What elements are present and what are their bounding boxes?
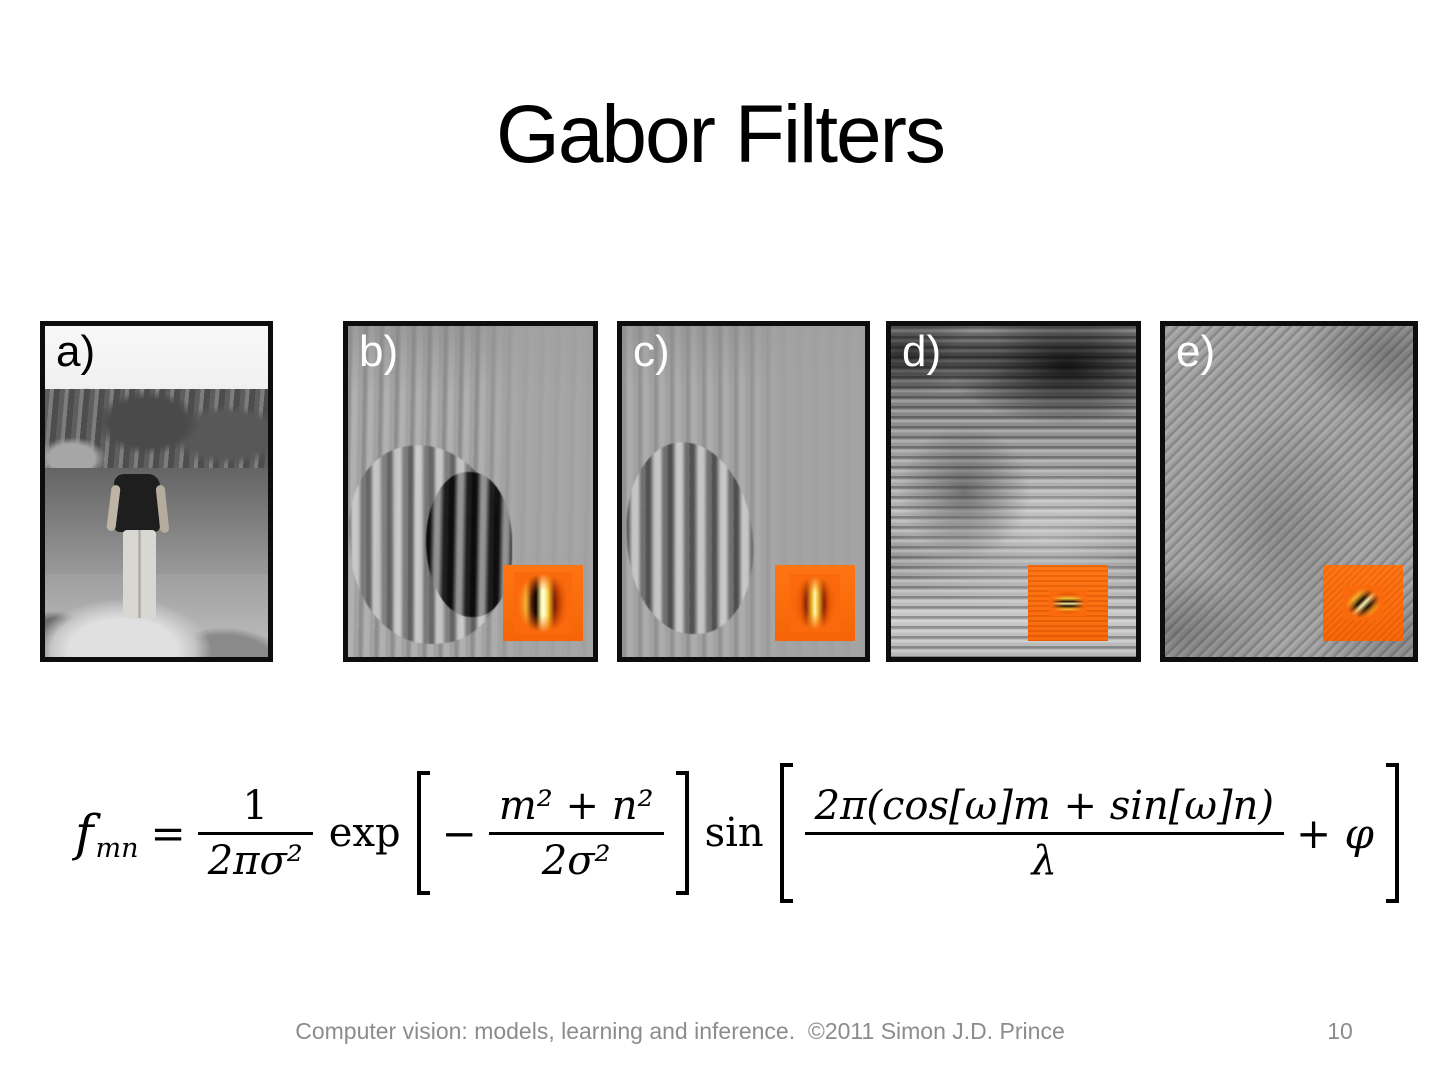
photo-person-legs — [123, 529, 157, 618]
panel-b-label: b) — [359, 327, 399, 376]
formula-gaussian-fraction: m² + n² 2σ² — [488, 782, 664, 884]
panel-b-vertical-response-coarse: b) — [343, 321, 598, 662]
panel-c-vertical-response-fine: c) — [617, 321, 870, 662]
formula-equals-sign: = — [150, 808, 186, 858]
right-bracket-icon — [675, 771, 689, 895]
formula-coefficient-fraction: 1 2πσ² — [197, 782, 313, 884]
fraction-denominator: 2πσ² — [207, 837, 303, 884]
horizontal-gabor-kernel-icon — [1049, 590, 1087, 616]
formula-minus-sign: − — [441, 808, 477, 858]
panel-a-original-photo: a) — [40, 321, 273, 662]
formula-f: f — [75, 804, 94, 862]
dark-vertical-streaks — [426, 471, 513, 618]
panel-c-label: c) — [633, 327, 670, 376]
vertical-fine-gabor-kernel-icon — [790, 574, 840, 632]
left-bracket-icon — [416, 771, 430, 895]
fraction-numerator: 2π(cos[ω]m + sin[ω]n) — [814, 782, 1274, 829]
fraction-bar — [804, 831, 1284, 835]
page-number: 10 — [1327, 1018, 1353, 1044]
panel-a-label: a) — [56, 327, 96, 376]
formula-lhs: f mn — [75, 804, 139, 864]
fraction-bar — [197, 831, 313, 835]
fraction-bar — [488, 831, 664, 835]
vertical-ripples — [623, 439, 757, 636]
formula-f-subscript: mn — [95, 833, 139, 864]
fraction-denominator: 2σ² — [541, 837, 611, 884]
diagonal-gabor-kernel-icon — [1343, 586, 1383, 620]
photo-sky — [45, 326, 268, 399]
panel-d-horizontal-response: d) — [886, 321, 1141, 662]
fraction-numerator: 1 — [242, 782, 268, 829]
fraction-denominator: λ — [1031, 837, 1057, 884]
fraction-numerator: m² + n² — [498, 782, 654, 829]
formula-phase-term: + φ — [1296, 808, 1374, 858]
panel-e-label: e) — [1176, 327, 1216, 376]
slide-title: Gabor Filters — [496, 89, 946, 180]
filter-response-texture-b — [348, 326, 593, 657]
gabor-kernel-inset-e — [1323, 565, 1403, 641]
gabor-kernel-inset-b — [503, 565, 583, 641]
panel-d-label: d) — [902, 327, 942, 376]
gabor-filter-equation: f mn = 1 2πσ² exp − m² + n² 2σ² sin 2π(c… — [75, 748, 1405, 918]
photo-rocks — [45, 574, 268, 657]
formula-wave-fraction: 2π(cos[ω]m + sin[ω]n) λ — [804, 782, 1284, 884]
photo-cliffs-trees — [45, 388, 268, 479]
left-bracket-icon — [779, 763, 793, 903]
photo-person-torso — [114, 474, 161, 533]
vertical-coarse-gabor-kernel-icon — [514, 572, 572, 634]
right-bracket-icon — [1385, 763, 1399, 903]
formula-exp-function: exp — [328, 810, 401, 856]
footer-credit: Computer vision: models, learning and in… — [295, 1018, 1065, 1044]
panel-e-diagonal-response: e) — [1160, 321, 1418, 662]
gabor-kernel-inset-d — [1028, 565, 1108, 641]
formula-sin-function: sin — [704, 810, 764, 856]
photo-quarry-lake — [45, 326, 268, 657]
gabor-kernel-inset-c — [775, 565, 855, 641]
